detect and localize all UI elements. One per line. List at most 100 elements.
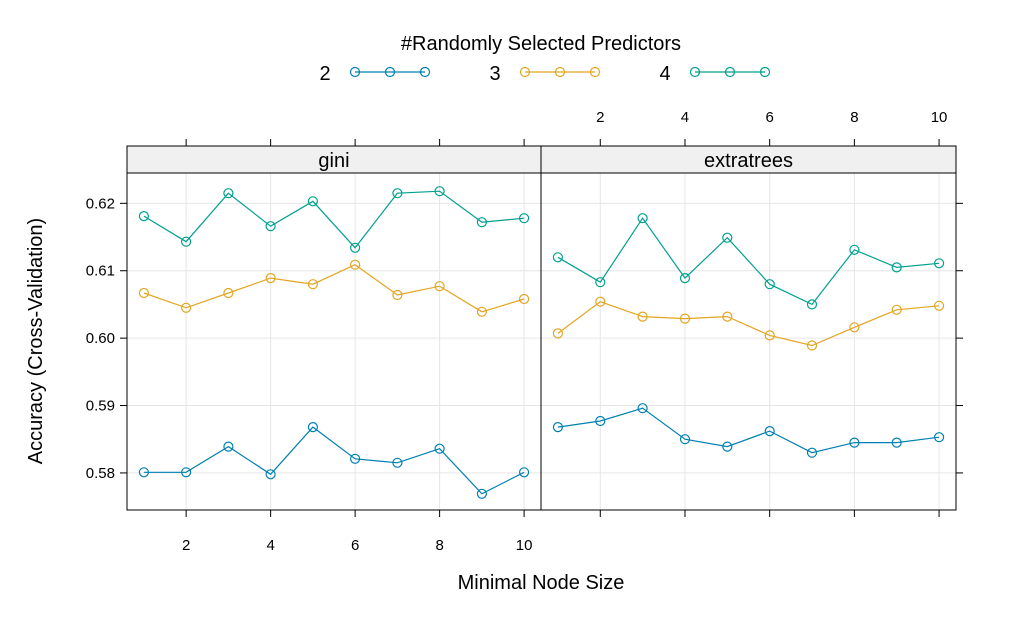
data-point (476, 306, 487, 317)
data-point (933, 432, 945, 443)
panel-border (126, 172, 542, 511)
data-point (552, 328, 564, 339)
data-point (518, 293, 530, 305)
x-tick-label: 2 (182, 537, 190, 554)
legend-marker (724, 66, 736, 78)
data-point (849, 244, 860, 255)
panels: gini 2 4 6 8 10 0.58 0.59 0.60 0.61 0.62 extratrees… (86, 109, 963, 554)
data-point (891, 262, 902, 273)
data-point (806, 299, 818, 310)
data-point (933, 258, 945, 269)
legend-title: #Randomly Selected Predictors (401, 33, 681, 55)
x-tick-label: 10 (516, 537, 533, 554)
x-tick-label: 4 (266, 537, 274, 554)
legend-label: 4 (659, 63, 670, 85)
data-point (392, 188, 403, 199)
strip-gini (126, 145, 542, 174)
data-point (552, 422, 564, 433)
data-point (350, 259, 361, 270)
data-point (891, 437, 902, 448)
data-point (476, 488, 487, 499)
data-point (307, 422, 318, 433)
y-tick-label: 0.61 (86, 263, 115, 280)
data-point (891, 304, 902, 315)
data-point (849, 322, 860, 333)
data-point (223, 441, 234, 452)
data-point (392, 457, 403, 468)
data-point (307, 279, 318, 290)
data-point (764, 330, 775, 341)
data-point (265, 469, 276, 480)
data-point (806, 447, 818, 458)
legend-label: 2 (319, 63, 330, 85)
data-point (637, 403, 648, 414)
data-point (392, 289, 403, 301)
data-point (722, 441, 733, 452)
data-point (679, 273, 691, 284)
x-axis-title: Minimal Node Size (458, 572, 625, 594)
legend-marker (419, 66, 431, 78)
data-point (933, 300, 945, 311)
data-point (181, 467, 192, 478)
data-point (806, 340, 818, 351)
x-tick-label: 4 (681, 109, 689, 126)
y-tick-label: 0.58 (86, 465, 115, 482)
data-point (223, 188, 234, 199)
legend: #Randomly Selected Predictors 2 3 4 (319, 33, 771, 85)
series-line-2 (557, 407, 940, 454)
x-tick-label: 10 (931, 109, 948, 126)
legend-label: 3 (489, 63, 500, 85)
series-line-3 (557, 301, 940, 347)
data-point (595, 296, 606, 307)
panel-extratrees: extratrees 2 4 6 8 10 (540, 109, 963, 517)
x-tick-label: 8 (850, 109, 858, 126)
data-point (518, 213, 530, 224)
strip-extratrees (540, 145, 957, 174)
panel-gini: gini 2 4 6 8 10 0.58 0.59 0.60 0.61 0.62 (86, 139, 542, 554)
data-point (679, 434, 691, 445)
data-point (350, 453, 361, 464)
legend-marker (689, 66, 701, 78)
data-point (138, 287, 149, 299)
legend-marker (384, 66, 396, 78)
strip-label: gini (318, 150, 349, 172)
data-point (849, 437, 860, 448)
strip-label: extratrees (704, 150, 793, 172)
legend-marker (349, 66, 361, 78)
x-tick-label: 2 (596, 109, 604, 126)
data-point (722, 311, 733, 322)
series-line-3 (143, 264, 525, 313)
x-tick-label: 6 (766, 109, 774, 126)
data-point (637, 213, 648, 224)
data-point (722, 232, 733, 243)
data-point (350, 242, 361, 253)
data-point (307, 196, 318, 207)
data-point (223, 287, 234, 299)
y-axis-title: Accuracy (Cross-Validation) (25, 218, 47, 464)
data-point (265, 221, 276, 232)
series-line-4 (557, 217, 940, 306)
legend-marker (759, 66, 771, 78)
panel-border (540, 172, 957, 511)
legend-items: 2 3 4 (319, 63, 771, 85)
y-tick-label: 0.59 (86, 398, 115, 415)
legend-marker (589, 66, 601, 78)
series-line-4 (143, 190, 525, 249)
legend-marker (554, 66, 566, 78)
data-point (764, 426, 775, 437)
data-point (476, 217, 487, 228)
data-point (138, 467, 149, 478)
data-point (265, 273, 276, 284)
data-point (434, 186, 445, 197)
data-point (679, 313, 691, 324)
data-point (138, 211, 149, 222)
data-point (552, 252, 564, 263)
data-point (637, 311, 648, 322)
y-tick-label: 0.60 (86, 330, 115, 347)
data-point (595, 277, 606, 288)
x-tick-label: 8 (435, 537, 443, 554)
series-line-2 (143, 426, 525, 495)
data-point (764, 279, 775, 290)
data-point (181, 236, 192, 247)
